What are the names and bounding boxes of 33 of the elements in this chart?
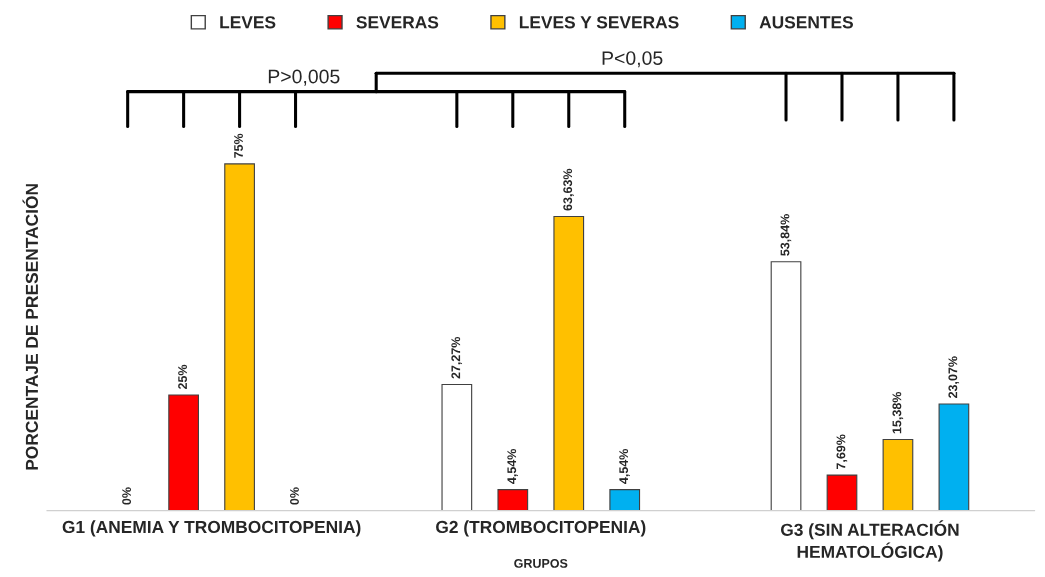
- data-label: 27,27%: [451, 336, 463, 379]
- data-label: 15,38%: [892, 391, 904, 434]
- bar: [224, 163, 255, 511]
- y-axis-title: PORCENTAJE DE PRESENTACIÓN: [22, 184, 39, 470]
- bar: [168, 394, 200, 511]
- data-label: 0%: [122, 487, 132, 505]
- bar: [497, 489, 529, 511]
- x-tick-label: G2 (TROMBOCITOPENIA): [436, 520, 646, 537]
- data-label: 7,69%: [836, 434, 848, 469]
- bar: [770, 261, 802, 511]
- legend-label: AUSENTES: [759, 16, 853, 29]
- text: P>0,005: [268, 69, 340, 86]
- legend-label: SEVERAS: [356, 16, 439, 29]
- legend-label: LEVES Y SEVERAS: [519, 16, 679, 29]
- bar: [938, 403, 970, 511]
- bar: [882, 438, 914, 511]
- bar: [553, 215, 585, 511]
- data-label: 63,63%: [563, 168, 574, 211]
- data-label: 23,07%: [948, 356, 960, 398]
- bar: [609, 489, 641, 511]
- data-label: 4,54%: [619, 448, 630, 484]
- data-label: 0%: [290, 487, 299, 505]
- bar: [826, 474, 858, 511]
- x-tick-label: G1 (ANEMIA Y TROMBOCITOPENIA): [62, 520, 361, 537]
- legend-label: LEVES: [220, 16, 276, 29]
- bar: [441, 384, 473, 511]
- data-label: 75%: [234, 133, 243, 158]
- data-label: 4,54%: [507, 448, 518, 484]
- text: P<0,05: [602, 51, 663, 68]
- x-axis-title: GRUPOS: [514, 558, 568, 568]
- data-label: 25%: [178, 364, 187, 390]
- data-label: 53,84%: [780, 214, 792, 256]
- x-tick-label: G3 (SIN ALTERACIÓN HEMATOLÓGICA): [780, 520, 959, 562]
